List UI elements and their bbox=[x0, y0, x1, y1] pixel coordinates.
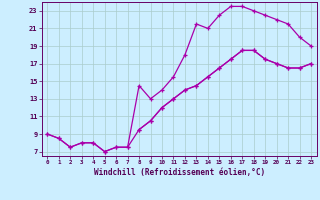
X-axis label: Windchill (Refroidissement éolien,°C): Windchill (Refroidissement éolien,°C) bbox=[94, 168, 265, 177]
